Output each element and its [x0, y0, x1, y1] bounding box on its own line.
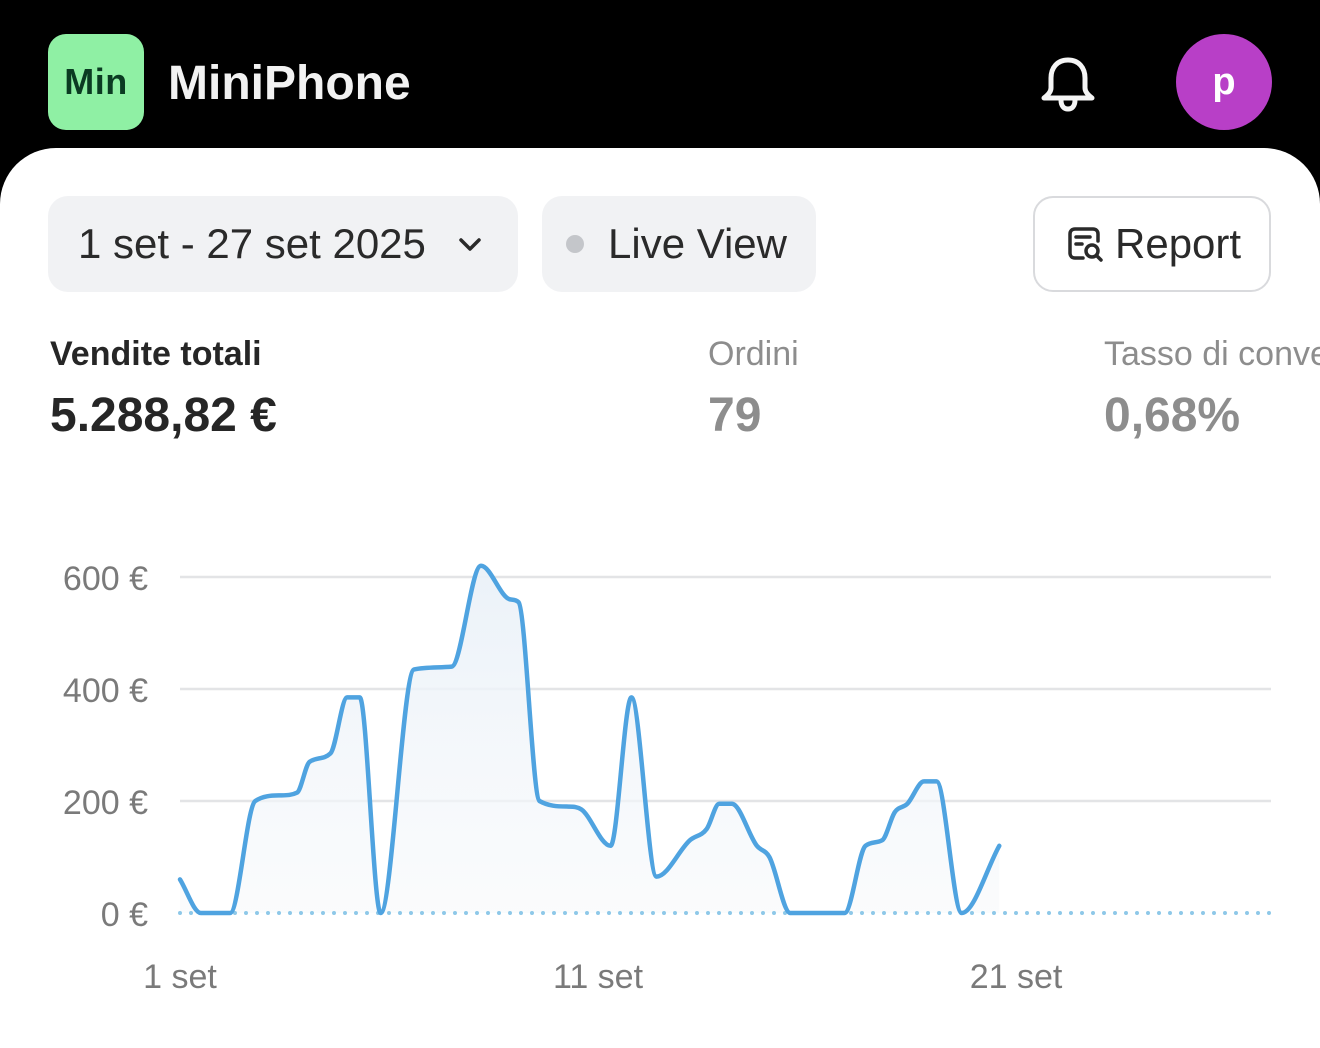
date-range-selector[interactable]: 1 set - 27 set 2025: [48, 196, 518, 292]
sales-series-line: [177, 563, 1002, 916]
user-avatar[interactable]: p: [1176, 34, 1272, 130]
bell-icon[interactable]: [1036, 52, 1100, 116]
report-search-icon: [1068, 227, 1103, 262]
store-logo[interactable]: Min: [48, 34, 144, 130]
metric-label: Vendite totali: [50, 335, 262, 373]
sales-chart-svg: 0 € 200 € 400 € 600 € 1 set 11 set 21 set: [63, 560, 1273, 996]
sales-area-fill: [180, 565, 1000, 913]
metric-label: Tasso di conversione: [1104, 335, 1320, 373]
sales-chart[interactable]: 0 € 200 € 400 € 600 € 1 set 11 set 21 set: [0, 520, 1320, 1020]
metric-total-sales[interactable]: Vendite totali 5.288,82 €: [50, 334, 277, 446]
avatar-letter: p: [1212, 60, 1236, 103]
y-tick-label: 400 €: [63, 672, 148, 710]
x-tick-label: 21 set: [970, 958, 1063, 996]
y-tick-label: 200 €: [63, 784, 148, 822]
metric-conversion-rate[interactable]: Tasso di conversione 0,68%: [1104, 334, 1320, 446]
live-status-dot: [566, 235, 584, 253]
x-tick-label: 11 set: [553, 958, 644, 996]
metric-value: 5.288,82 €: [50, 389, 277, 442]
date-range-label: 1 set - 27 set 2025: [78, 220, 426, 267]
metric-value: 79: [708, 389, 762, 442]
report-button[interactable]: Report: [1033, 196, 1271, 292]
x-tick-label: 1 set: [143, 958, 217, 996]
metric-orders[interactable]: Ordini 79: [708, 334, 799, 446]
live-view-label: Live View: [608, 220, 787, 267]
metric-label: Ordini: [708, 335, 799, 373]
store-name[interactable]: MiniPhone: [168, 57, 411, 110]
top-bar: Min MiniPhone p: [0, 0, 1320, 170]
store-logo-text: Min: [64, 61, 128, 102]
y-tick-label: 0 €: [101, 896, 148, 934]
live-view-button[interactable]: Live View: [542, 196, 816, 292]
chevron-down-icon: [459, 238, 481, 251]
report-label: Report: [1115, 220, 1242, 267]
y-tick-label: 600 €: [63, 560, 148, 598]
metric-value: 0,68%: [1104, 389, 1241, 442]
